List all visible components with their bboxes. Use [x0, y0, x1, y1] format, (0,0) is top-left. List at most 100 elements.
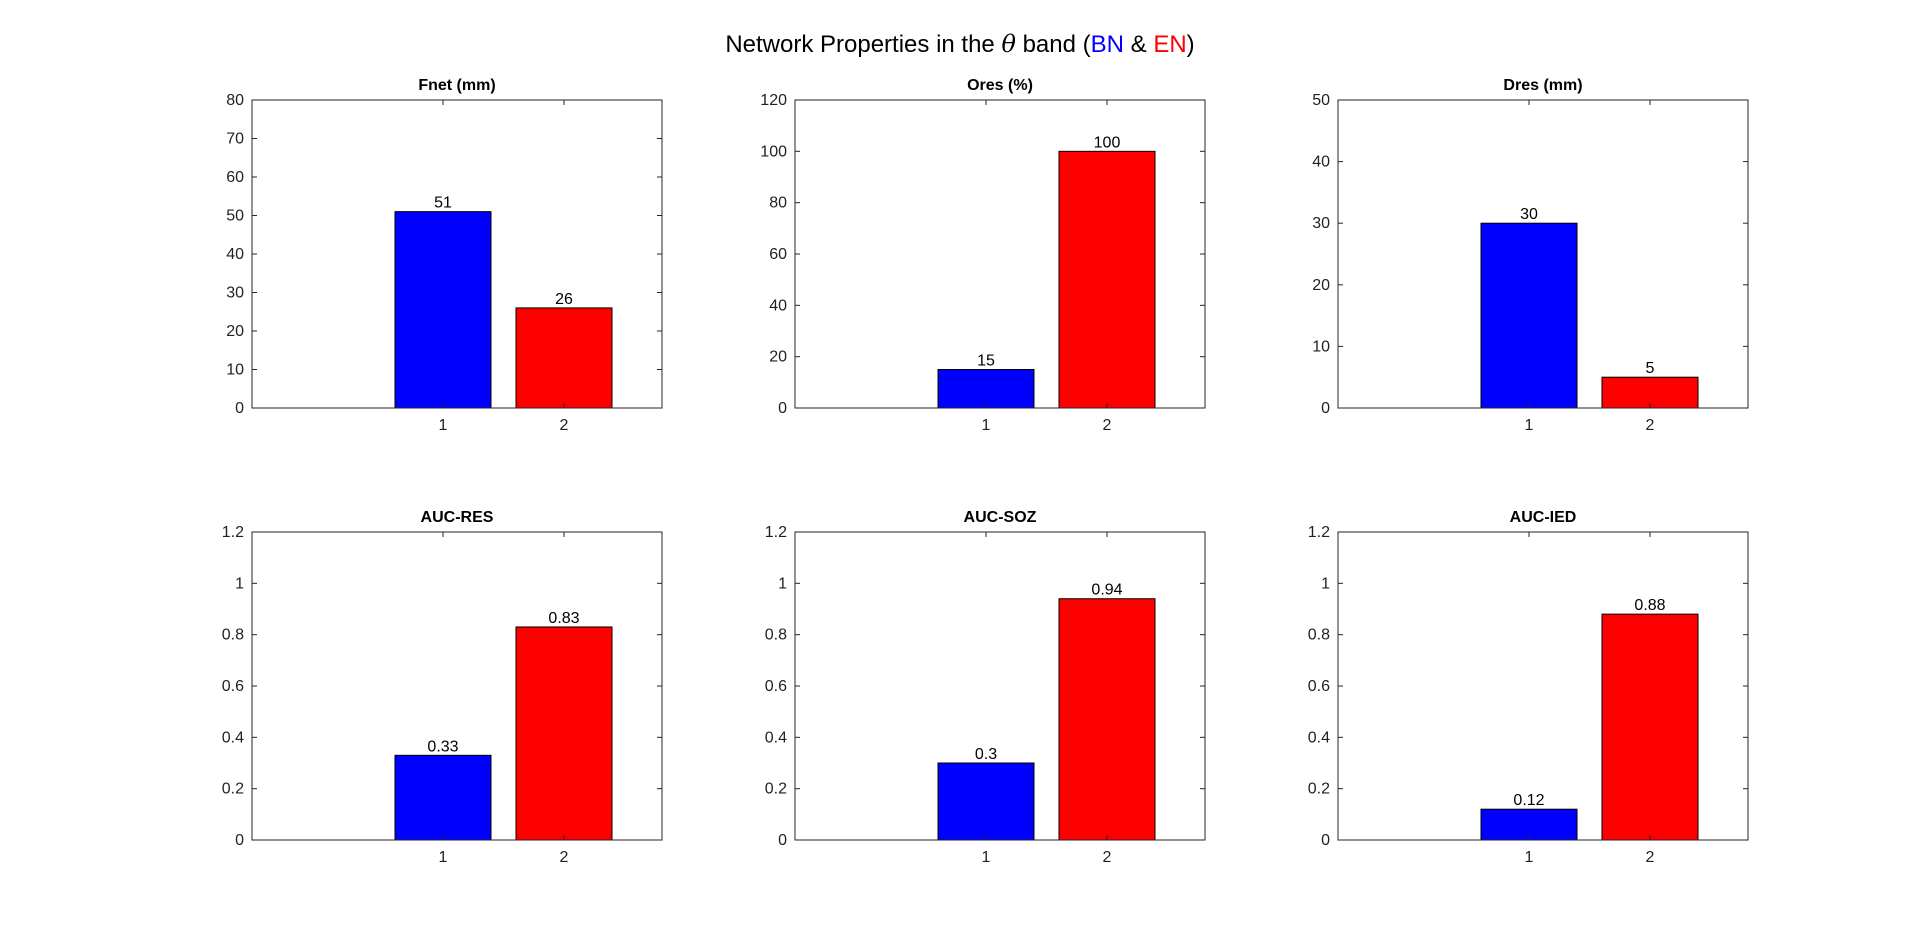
- bar-1: [1480, 222, 1578, 409]
- ytick-label: 1.2: [1308, 524, 1330, 541]
- bar-1: [1480, 808, 1578, 841]
- ytick-label: 60: [226, 169, 244, 186]
- ytick-label: 0: [1321, 400, 1330, 417]
- ytick-label: 60: [769, 246, 787, 263]
- data-label: 30: [1520, 206, 1538, 223]
- ytick-label: 20: [769, 349, 787, 366]
- figure-title: Network Properties in the θ band (BN & E…: [0, 30, 1920, 59]
- subplot-title: AUC-RES: [421, 509, 494, 526]
- ytick-label: 0.6: [765, 678, 787, 695]
- xtick-label: 1: [1525, 849, 1534, 866]
- ytick-label: 1: [235, 575, 244, 592]
- xtick-label: 1: [439, 849, 448, 866]
- plot-frame: [1337, 99, 1749, 409]
- subplot-title: Dres (mm): [1503, 77, 1582, 94]
- subplot-4: 0.33 0.83 0 0.2 0.4 0.6 0.8 1 1.2 1 2 AUC-RES: [222, 509, 663, 866]
- subplot-1: 51 26 0 10 20 30 40 50 60 70 80 1 2 Fnet (mm): [226, 77, 663, 434]
- ytick-label: 0.2: [765, 781, 787, 798]
- xtick-label: 2: [1103, 417, 1112, 434]
- ytick-label: 1.2: [222, 524, 244, 541]
- ytick-label: 40: [769, 297, 787, 314]
- subplot-2: 15 100 0 20 40 60 80 100 120 1 2 Ores (%): [760, 77, 1206, 434]
- ytick-label: 10: [226, 362, 244, 379]
- ytick-label: 20: [1312, 277, 1330, 294]
- title-amp: &: [1123, 31, 1154, 58]
- series-en-label: EN: [1153, 31, 1187, 58]
- bar-2: [1601, 613, 1699, 841]
- xtick-label: 2: [1646, 849, 1655, 866]
- ytick-label: 0.4: [765, 729, 787, 746]
- data-label: 5: [1646, 360, 1655, 377]
- xtick-label: 2: [1646, 417, 1655, 434]
- data-label: 15: [977, 353, 995, 370]
- ytick-label: 1.2: [765, 524, 787, 541]
- ytick-label: 40: [226, 246, 244, 263]
- subplot-title: AUC-IED: [1510, 509, 1577, 526]
- data-label: 0.94: [1091, 582, 1122, 599]
- subplot-5: 0.3 0.94 0 0.2 0.4 0.6 0.8 1 1.2 1 2 AUC-SOZ: [765, 509, 1206, 866]
- ytick-label: 0.4: [1308, 729, 1330, 746]
- subplot-title: AUC-SOZ: [964, 509, 1037, 526]
- data-label: 26: [555, 291, 573, 308]
- data-label: 0.33: [427, 738, 458, 755]
- data-label: 0.3: [975, 746, 997, 763]
- data-label: 100: [1094, 134, 1121, 151]
- ytick-label: 0: [235, 400, 244, 417]
- ytick-label: 50: [226, 208, 244, 225]
- ytick-label: 50: [1312, 92, 1330, 109]
- bar-2: [515, 307, 613, 409]
- ytick-label: 10: [1312, 338, 1330, 355]
- xtick-label: 2: [560, 849, 569, 866]
- title-middle: band (: [1015, 31, 1091, 58]
- ytick-label: 80: [769, 195, 787, 212]
- data-label: 0.88: [1634, 597, 1665, 614]
- title-prefix: Network Properties in the: [725, 31, 1002, 58]
- ytick-label: 40: [1312, 154, 1330, 171]
- xtick-label: 1: [439, 417, 448, 434]
- ytick-label: 1: [1321, 575, 1330, 592]
- ytick-label: 0.6: [1308, 678, 1330, 695]
- ytick-label: 0.2: [1308, 781, 1330, 798]
- subplot-title: Fnet (mm): [418, 77, 495, 94]
- series-bn-label: BN: [1090, 31, 1124, 58]
- data-label: 51: [434, 195, 452, 212]
- xtick-label: 2: [560, 417, 569, 434]
- ytick-label: 120: [760, 92, 787, 109]
- bar-2: [1058, 150, 1156, 409]
- ytick-label: 1: [778, 575, 787, 592]
- xtick-label: 1: [982, 849, 991, 866]
- ytick-label: 30: [226, 285, 244, 302]
- xtick-label: 2: [1103, 849, 1112, 866]
- bar-2: [515, 626, 613, 841]
- theta-symbol: θ: [1001, 30, 1016, 58]
- bar-1: [937, 369, 1035, 409]
- ytick-label: 0.6: [222, 678, 244, 695]
- ytick-label: 0.8: [765, 627, 787, 644]
- data-label: 0.83: [548, 610, 579, 627]
- ytick-label: 100: [760, 143, 787, 160]
- ytick-label: 0.8: [1308, 627, 1330, 644]
- title-suffix: ): [1186, 31, 1195, 58]
- ytick-label: 20: [226, 323, 244, 340]
- ytick-label: 0.4: [222, 729, 244, 746]
- subplot-6: 0.12 0.88 0 0.2 0.4 0.6 0.8 1 1.2 1 2 AUC-IED: [1308, 509, 1749, 866]
- bar-1: [937, 762, 1035, 841]
- ytick-label: 0.2: [222, 781, 244, 798]
- bar-2: [1601, 376, 1699, 409]
- xtick-label: 1: [1525, 417, 1534, 434]
- bar-1: [394, 754, 492, 841]
- ytick-label: 0: [778, 400, 787, 417]
- data-label: 0.12: [1513, 792, 1544, 809]
- ytick-label: 80: [226, 92, 244, 109]
- ytick-label: 0.8: [222, 627, 244, 644]
- ytick-label: 70: [226, 131, 244, 148]
- ytick-label: 30: [1312, 215, 1330, 232]
- ytick-label: 0: [1321, 832, 1330, 849]
- bar-1: [394, 211, 492, 409]
- ytick-label: 0: [235, 832, 244, 849]
- bar-2: [1058, 598, 1156, 841]
- subplot-title: Ores (%): [967, 77, 1033, 94]
- ytick-label: 0: [778, 832, 787, 849]
